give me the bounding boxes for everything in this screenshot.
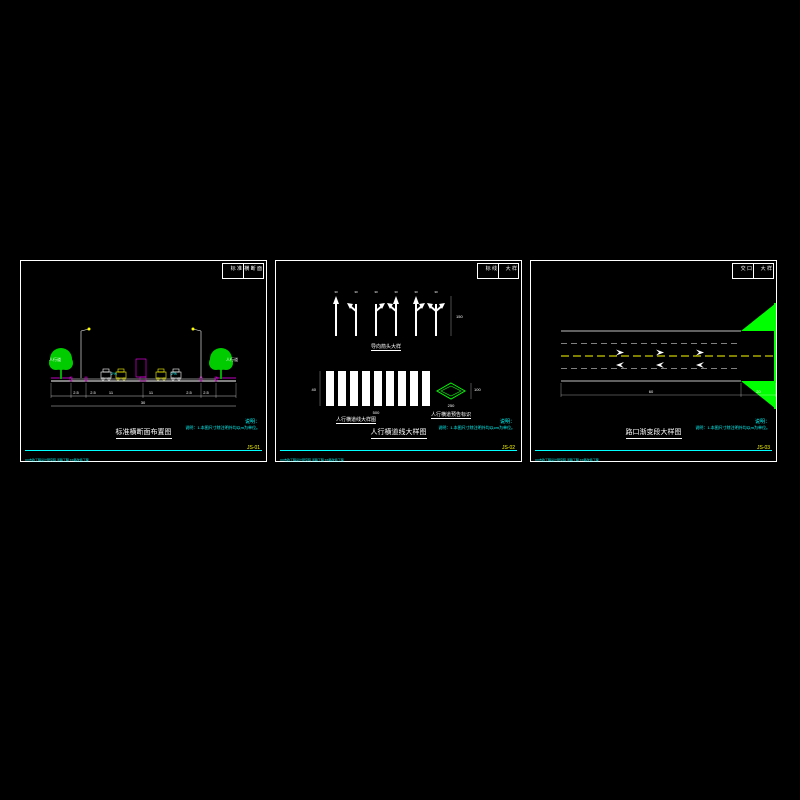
svg-text:60: 60 (649, 389, 654, 394)
svg-text:人行道: 人行道 (49, 356, 61, 362)
svg-text:30: 30 (414, 290, 418, 294)
svg-text:30: 30 (141, 400, 146, 405)
svg-text:30: 30 (394, 290, 398, 294)
svg-text:2%: 2% (111, 371, 117, 376)
svg-text:2.5: 2.5 (90, 390, 96, 395)
svg-text:100: 100 (474, 387, 481, 392)
svg-text:2%: 2% (171, 371, 177, 376)
svg-text:30: 30 (374, 290, 378, 294)
subtitle-diamond: 人行横道预告标识 (431, 411, 471, 419)
svg-text:30: 30 (354, 290, 358, 294)
svg-text:40: 40 (312, 387, 317, 392)
svg-text:20: 20 (756, 389, 761, 394)
svg-text:2.5: 2.5 (73, 390, 79, 395)
svg-text:2.5: 2.5 (203, 390, 209, 395)
sheet-plan: 交 口大 样JS-03路口渐变段大样图说明：1.本图尺寸除注明外均以m为单位。说… (530, 260, 777, 462)
svg-text:11: 11 (109, 390, 114, 395)
subtitle-arrows: 导向箭头大样 (371, 343, 401, 351)
drawing-canvas: 30 30 30 30 30 30 150 500 40 100 250 (276, 261, 521, 461)
drawing-canvas: 2.5 2.5 11 11 2.5 2.5 30 2% 2% 人行道 人行道 (21, 261, 266, 461)
svg-text:30: 30 (334, 290, 338, 294)
svg-text:2.5: 2.5 (186, 390, 192, 395)
svg-text:11: 11 (149, 390, 154, 395)
svg-text:人行道: 人行道 (226, 356, 238, 362)
svg-text:250: 250 (448, 403, 455, 408)
sheet-mark: 标 线大 样JS-02人行横道线大样图说明：1.本图尺寸除注明外均以cm为单位。… (275, 260, 522, 462)
svg-text:500: 500 (373, 410, 380, 415)
subtitle-crosswalk: 人行横道线大样图 (336, 416, 376, 424)
drawing-canvas: 60 20 (531, 261, 776, 461)
svg-text:150: 150 (456, 314, 463, 319)
sheet-cross: 标 准横 断 面JS-01标准横断面布置图说明：1.本图尺寸除注明外均以m为单位… (20, 260, 267, 462)
svg-text:30: 30 (434, 290, 438, 294)
